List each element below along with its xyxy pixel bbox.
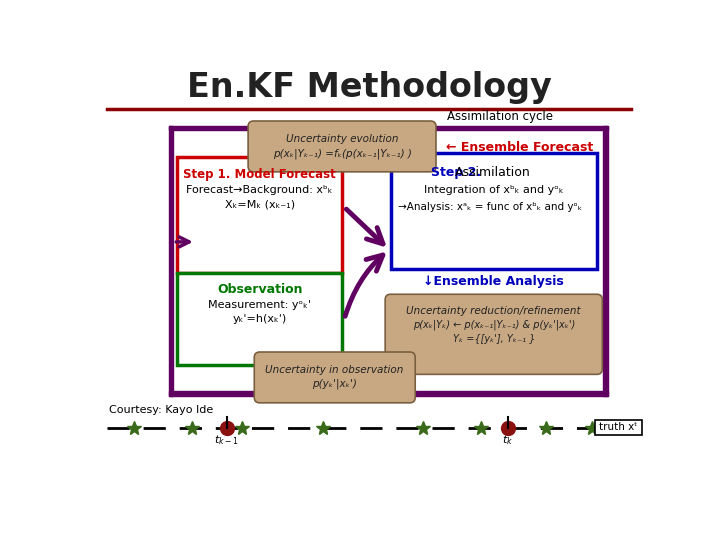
Text: Yₖ ={[yₖ'], Yₖ₋₁ }: Yₖ ={[yₖ'], Yₖ₋₁ } — [453, 334, 535, 344]
Text: Assimilation: Assimilation — [455, 166, 531, 179]
Text: Assimilation cycle: Assimilation cycle — [447, 110, 553, 123]
Text: yₖ'=h(xₖ'): yₖ'=h(xₖ') — [233, 314, 287, 324]
Text: Uncertainty evolution: Uncertainty evolution — [286, 134, 398, 145]
Text: p(xₖ|Yₖ₋₁) =fₖ(p(xₖ₋₁|Yₖ₋₁) ): p(xₖ|Yₖ₋₁) =fₖ(p(xₖ₋₁|Yₖ₋₁) ) — [273, 148, 412, 159]
Text: $t_{k-1}$: $t_{k-1}$ — [215, 433, 239, 447]
FancyBboxPatch shape — [248, 121, 436, 172]
Text: En.KF Methodology: En.KF Methodology — [186, 71, 552, 104]
Text: Forecast→Background: xᵇₖ: Forecast→Background: xᵇₖ — [186, 185, 333, 194]
Text: Observation: Observation — [217, 283, 302, 296]
FancyBboxPatch shape — [595, 420, 642, 435]
Text: p(yₖ'|xₖ'): p(yₖ'|xₖ') — [312, 379, 357, 389]
Bar — [168, 392, 608, 396]
Bar — [168, 126, 174, 396]
Text: Step 1. Model Forecast: Step 1. Model Forecast — [184, 167, 336, 181]
Text: Uncertainty in observation: Uncertainty in observation — [265, 364, 403, 375]
Text: →Analysis: xᵃₖ = func of xᵇₖ and yᵒₖ: →Analysis: xᵃₖ = func of xᵇₖ and yᵒₖ — [398, 202, 582, 212]
Bar — [603, 126, 608, 396]
Text: Integration of xᵇₖ and yᵒₖ: Integration of xᵇₖ and yᵒₖ — [424, 185, 564, 194]
Text: truth xᵗ: truth xᵗ — [599, 422, 638, 433]
Text: Step 2.: Step 2. — [431, 166, 481, 179]
FancyBboxPatch shape — [390, 153, 597, 269]
Text: Courtesy: Kayo Ide: Courtesy: Kayo Ide — [109, 405, 213, 415]
Text: ← Ensemble Forecast: ← Ensemble Forecast — [446, 141, 593, 154]
Text: Uncertainty reduction/refinement: Uncertainty reduction/refinement — [406, 306, 581, 316]
Bar — [168, 126, 608, 130]
FancyBboxPatch shape — [254, 352, 415, 403]
FancyBboxPatch shape — [176, 157, 342, 273]
Text: $t_k$: $t_k$ — [502, 433, 513, 447]
Text: ↓Ensemble Analysis: ↓Ensemble Analysis — [423, 275, 564, 288]
Text: p(xₖ|Yₖ) ← p(xₖ₋₁|Yₖ₋₁) & p(yₖ'|xₖ'): p(xₖ|Yₖ) ← p(xₖ₋₁|Yₖ₋₁) & p(yₖ'|xₖ') — [413, 320, 575, 330]
FancyBboxPatch shape — [176, 273, 342, 365]
FancyBboxPatch shape — [385, 294, 603, 374]
Text: Xₖ=Mₖ (xₖ₋₁): Xₖ=Mₖ (xₖ₋₁) — [225, 200, 294, 210]
Text: Measurement: yᵒₖ': Measurement: yᵒₖ' — [208, 300, 311, 310]
